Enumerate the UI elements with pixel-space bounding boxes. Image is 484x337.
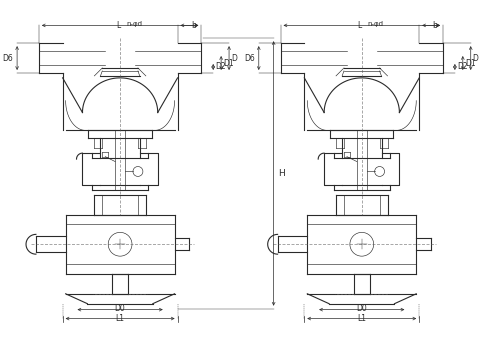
Text: D1: D1 <box>465 59 475 67</box>
Text: L1: L1 <box>116 313 124 323</box>
Text: b: b <box>433 22 438 30</box>
Text: H: H <box>279 169 286 178</box>
Text: D2: D2 <box>457 62 468 71</box>
Text: D: D <box>231 54 237 63</box>
Text: D0: D0 <box>115 304 125 313</box>
Text: D6: D6 <box>2 54 13 63</box>
Text: n-φd: n-φd <box>368 22 384 27</box>
Text: D6: D6 <box>244 54 255 63</box>
Text: D2: D2 <box>215 62 226 71</box>
Text: L: L <box>358 22 362 30</box>
Text: b: b <box>191 22 196 30</box>
Text: D0: D0 <box>356 304 367 313</box>
Text: L1: L1 <box>357 313 366 323</box>
Text: n-φd: n-φd <box>126 22 142 27</box>
Text: D: D <box>473 54 479 63</box>
Text: D1: D1 <box>223 59 234 67</box>
Text: L: L <box>116 22 120 30</box>
